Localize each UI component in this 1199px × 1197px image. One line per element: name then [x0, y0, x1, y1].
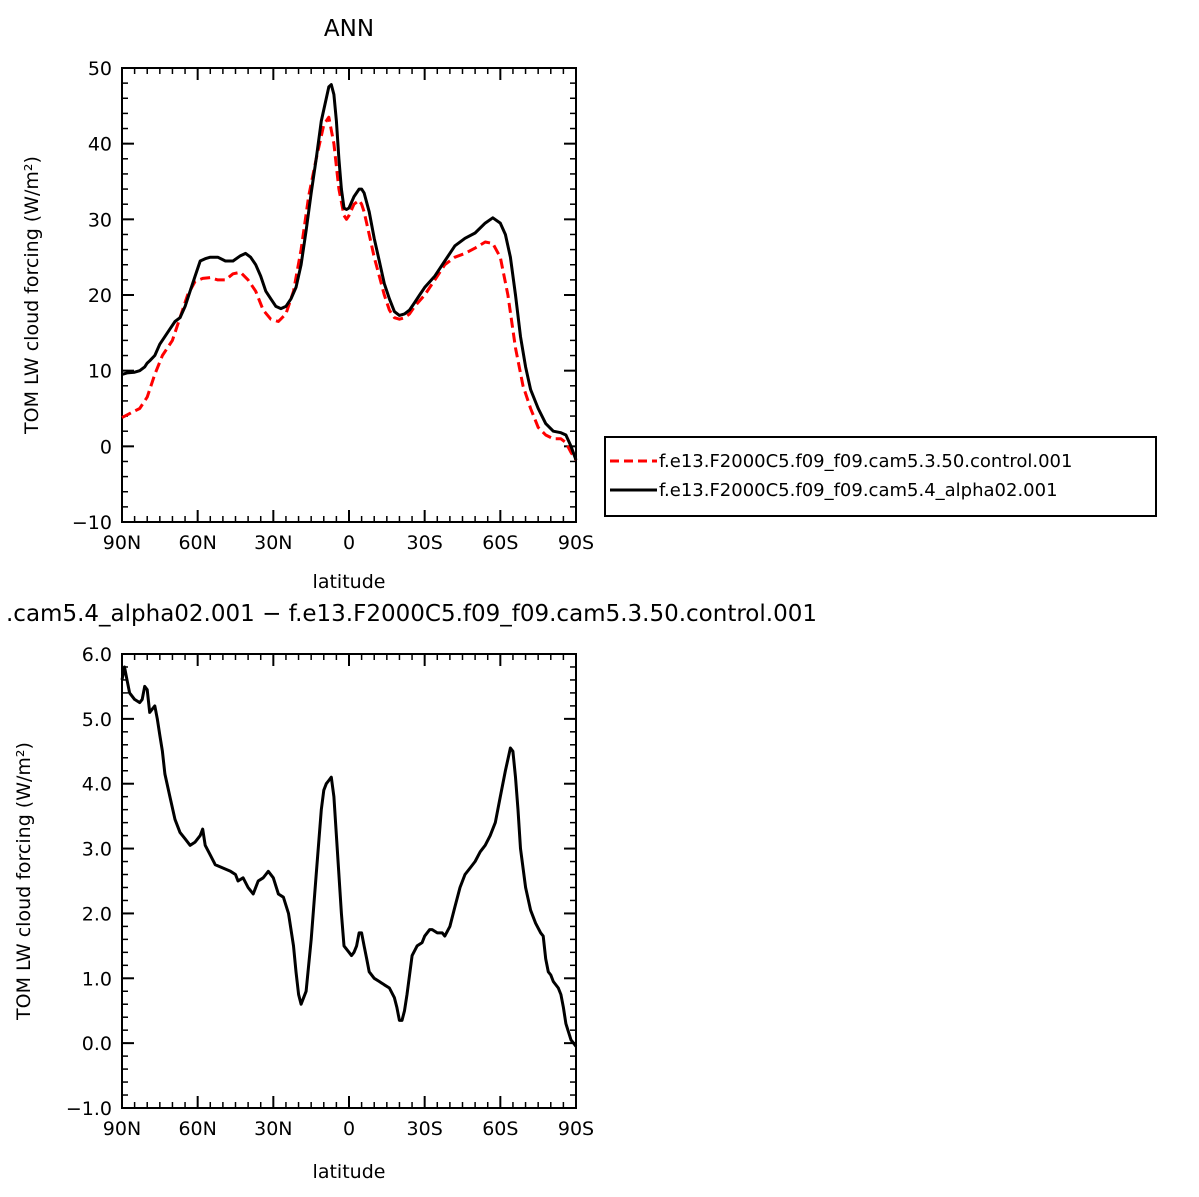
bottom-x-tick-label: 90S	[558, 1118, 594, 1140]
bottom-y-tick-label: 0.0	[82, 1033, 112, 1055]
top-y-tick-label: 30	[88, 209, 112, 231]
legend: f.e13.F2000C5.f09_f09.cam5.3.50.control.…	[604, 436, 1157, 517]
top-series-line-0	[121, 115, 578, 461]
bottom-y-axis-label: TOM LW cloud forcing (W/m²)	[13, 742, 35, 1021]
bottom-y-tick-label: 2.0	[82, 903, 112, 925]
top-y-tick-label: 0	[100, 436, 112, 458]
bottom-x-tick-label: 60S	[482, 1118, 518, 1140]
bottom-panel: .cam5.4_alpha02.001 − f.e13.F2000C5.f09_…	[6, 601, 817, 1183]
top-y-tick-label: 20	[88, 285, 112, 307]
top-x-tick-label: 60N	[178, 532, 216, 554]
bottom-x-tick-label: 60N	[178, 1118, 216, 1140]
top-panel: ANN 90N 60N 30N 0 30S 60S 90S 50 40 30 20 10 0 −10 TO…	[21, 16, 1157, 593]
top-y-tick-label: 10	[88, 361, 112, 383]
top-x-tick-label: 0	[343, 532, 355, 554]
top-x-tick-label: 60S	[482, 532, 518, 554]
bottom-x-axis-label: latitude	[313, 1161, 386, 1183]
bottom-y-tick-label: 5.0	[82, 709, 112, 731]
bottom-x-tick-label: 90N	[103, 1118, 141, 1140]
top-y-tick-label: 40	[88, 134, 112, 156]
bottom-series-lines	[120, 665, 578, 1048]
top-series-lines	[121, 83, 578, 461]
bottom-y-tick-label: −1.0	[66, 1098, 112, 1120]
bottom-plot-frame	[121, 653, 577, 1109]
top-y-axis-label: TOM LW cloud forcing (W/m²)	[21, 156, 43, 435]
bottom-x-tick-label: 0	[343, 1118, 355, 1140]
bottom-y-tick-label: 6.0	[82, 644, 112, 666]
legend-box	[604, 436, 1157, 517]
bottom-plot-title: .cam5.4_alpha02.001 − f.e13.F2000C5.f09_…	[6, 601, 817, 627]
top-x-tick-label: 90S	[558, 532, 594, 554]
top-axis-ticks: 90N 60N 30N 0 30S 60S 90S 50 40 30 20 10 0 −10	[72, 58, 594, 554]
bottom-axis-ticks: 90N 60N 30N 0 30S 60S 90S 6.0 5.0 4.0 3.0 2.0 1.0 0.0…	[66, 644, 594, 1140]
bottom-x-tick-label: 30N	[254, 1118, 292, 1140]
bottom-x-tick-label: 30S	[407, 1118, 443, 1140]
top-y-tick-label: −10	[72, 512, 112, 534]
top-x-tick-label: 30S	[407, 532, 443, 554]
top-series-line-1	[121, 83, 578, 461]
top-y-tick-label: 50	[88, 58, 112, 80]
bottom-y-tick-label: 3.0	[82, 839, 112, 861]
top-x-tick-label: 30N	[254, 532, 292, 554]
bottom-y-tick-label: 4.0	[82, 774, 112, 796]
top-x-axis-label: latitude	[313, 571, 386, 593]
top-plot-title: ANN	[324, 16, 374, 42]
top-x-tick-label: 90N	[103, 532, 141, 554]
legend-label-control: f.e13.F2000C5.f09_f09.cam5.3.50.control.…	[659, 451, 1072, 472]
legend-label-alpha02: f.e13.F2000C5.f09_f09.cam5.4_alpha02.001	[659, 480, 1058, 501]
bottom-y-tick-label: 1.0	[82, 968, 112, 990]
bottom-series-line-0	[120, 665, 578, 1048]
